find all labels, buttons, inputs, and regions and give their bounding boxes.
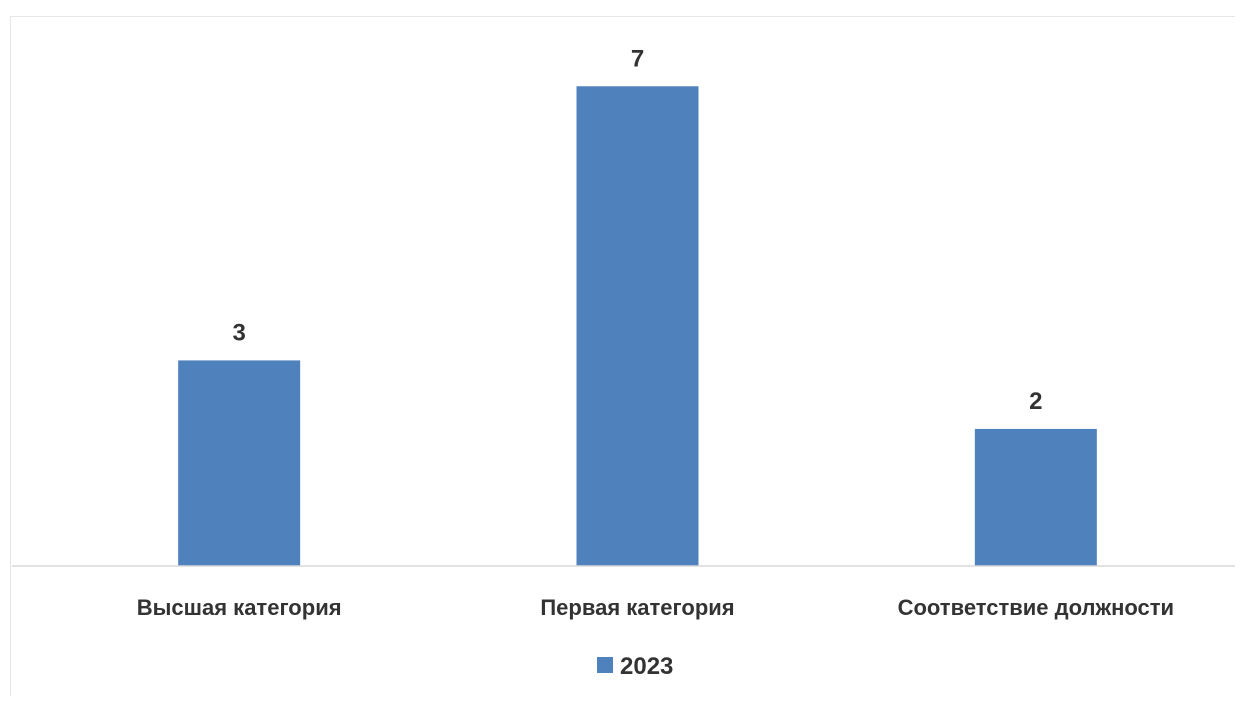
category-label-3: Соответствие должности: [898, 595, 1174, 620]
legend-label: 2023: [620, 653, 673, 680]
data-label-3: 2: [1029, 388, 1042, 415]
data-label-2: 7: [631, 45, 644, 72]
legend: 2023: [597, 653, 673, 680]
category-label-1: Высшая категория: [137, 595, 342, 620]
legend-swatch: [597, 657, 613, 673]
bars-layer: [178, 86, 1097, 567]
data-labels-layer: 3 7 2: [232, 45, 1042, 415]
bar-2: [576, 86, 699, 567]
data-label-1: 3: [232, 319, 245, 346]
bar-1: [178, 360, 301, 566]
category-label-2: Первая категория: [540, 595, 734, 620]
bar-3: [974, 428, 1097, 566]
category-labels-layer: Высшая категория Первая категория Соответс…: [137, 595, 1174, 620]
